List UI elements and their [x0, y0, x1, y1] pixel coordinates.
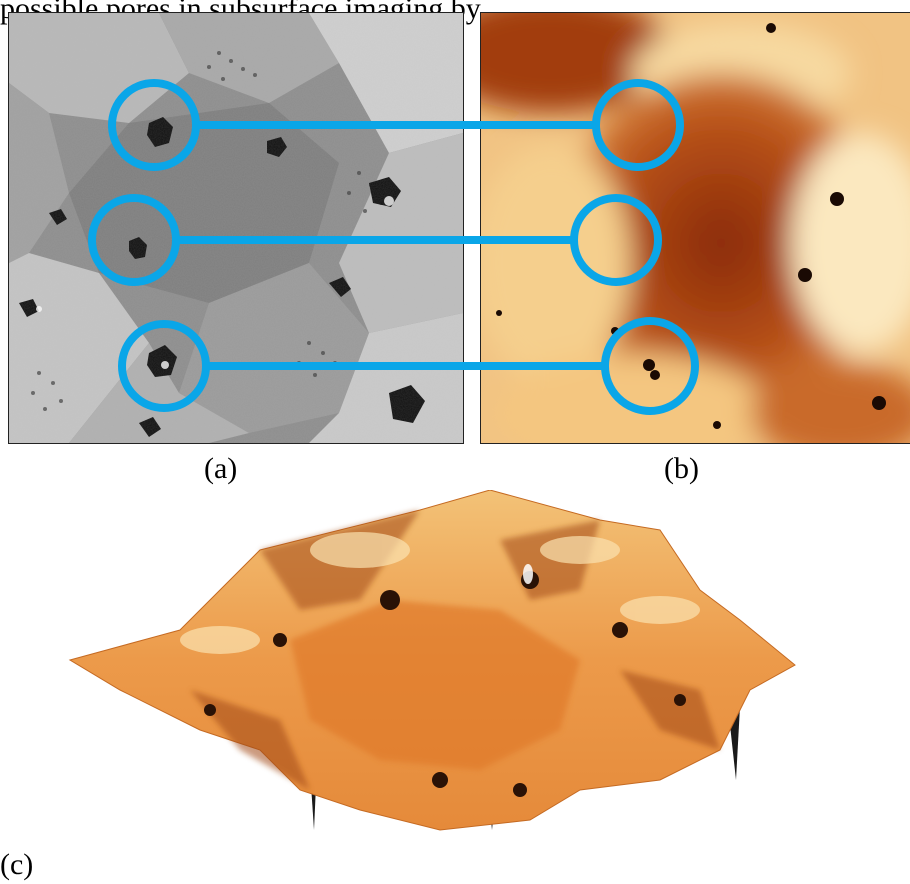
- panel-a-sem-image: [8, 12, 464, 444]
- surface-render-graphic: [68, 490, 796, 831]
- sem-micrograph-graphic: [9, 13, 463, 443]
- panel-c-3d-surface: [60, 490, 800, 840]
- afm-map-graphic: [481, 13, 910, 443]
- panel-b-afm-image: [480, 12, 910, 444]
- caption-a: (a): [204, 452, 238, 485]
- caption-b: (b): [664, 452, 699, 485]
- caption-c: (c): [0, 848, 34, 881]
